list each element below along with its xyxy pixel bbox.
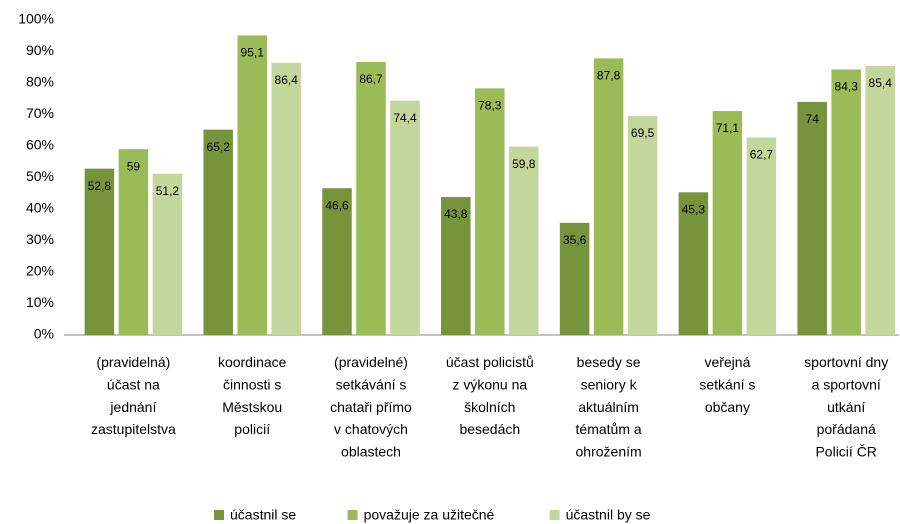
y-tick-label: 70%	[26, 105, 54, 121]
value-label: 95,1	[241, 46, 265, 60]
legend-label: účastnil se	[230, 507, 296, 523]
value-label: 74	[806, 112, 820, 126]
y-tick-label: 40%	[26, 200, 54, 216]
bar	[559, 222, 590, 335]
bar	[475, 88, 505, 335]
legend-swatch	[214, 510, 224, 520]
x-tick-label: veřejná setkání s občany	[699, 354, 755, 415]
bar	[831, 69, 861, 335]
x-tick-label: koordinace činnosti s Městskou policií	[218, 354, 287, 437]
bar	[271, 62, 301, 336]
value-label: 59,8	[512, 157, 536, 171]
value-label: 51,2	[156, 184, 180, 198]
x-tick-label: (pravidelná) účast na jednání zastupitelstv…	[91, 354, 176, 437]
bar	[356, 61, 386, 336]
bar	[152, 173, 183, 335]
bar	[797, 101, 827, 336]
y-tick-label: 100%	[18, 11, 54, 27]
value-label: 78,3	[478, 99, 502, 113]
legend-swatch	[549, 510, 560, 520]
value-label: 46,6	[325, 198, 349, 212]
x-tick-label: účast policistů z výkonu na školních besedá…	[446, 354, 534, 437]
bar	[678, 192, 709, 335]
value-label: 52,8	[88, 179, 112, 193]
y-tick-label: 10%	[26, 294, 54, 310]
x-tick-label: (pravidelné) setkávání s chataři přímo v ch…	[330, 354, 412, 460]
value-label: 65,2	[207, 140, 231, 154]
value-label: 45,3	[682, 202, 706, 216]
bar	[390, 100, 420, 335]
value-label: 87,8	[597, 69, 621, 83]
bar	[203, 129, 233, 335]
value-label: 43,8	[444, 207, 468, 221]
bar	[712, 111, 743, 335]
value-label: 74,4	[393, 111, 417, 125]
x-tick-label: besedy se seniory k aktuálním tématům a ohro…	[576, 354, 642, 460]
bar	[322, 188, 352, 335]
value-label: 35,6	[563, 233, 587, 247]
value-label: 62,7	[750, 148, 774, 162]
bar	[84, 168, 115, 335]
bar	[509, 146, 539, 335]
legend-swatch	[347, 510, 358, 520]
y-tick-label: 30%	[26, 231, 54, 247]
value-label: 69,5	[631, 126, 655, 140]
y-tick-label: 80%	[26, 74, 54, 90]
y-tick-label: 90%	[26, 42, 54, 58]
y-tick-label: 50%	[26, 168, 54, 184]
bar	[237, 35, 267, 336]
y-tick-label: 20%	[26, 263, 54, 279]
value-label: 85,4	[869, 76, 893, 90]
value-label: 59	[127, 159, 141, 173]
legend-label: účastnil by se	[566, 507, 651, 523]
value-label: 84,3	[835, 80, 859, 94]
bar	[746, 137, 777, 335]
value-label: 86,7	[359, 72, 383, 86]
bar	[118, 149, 149, 335]
legend-label: považuje za užitečné	[364, 507, 495, 523]
y-tick-label: 60%	[26, 137, 54, 153]
bar	[593, 58, 624, 336]
bar	[441, 197, 471, 335]
y-tick-label: 0%	[34, 326, 54, 342]
bar	[865, 65, 895, 336]
bar	[627, 116, 658, 335]
value-label: 71,1	[716, 121, 740, 135]
value-label: 86,4	[275, 73, 299, 87]
x-tick-label: sportovní dny a sportovní utkání pořádaná Po…	[804, 354, 888, 460]
